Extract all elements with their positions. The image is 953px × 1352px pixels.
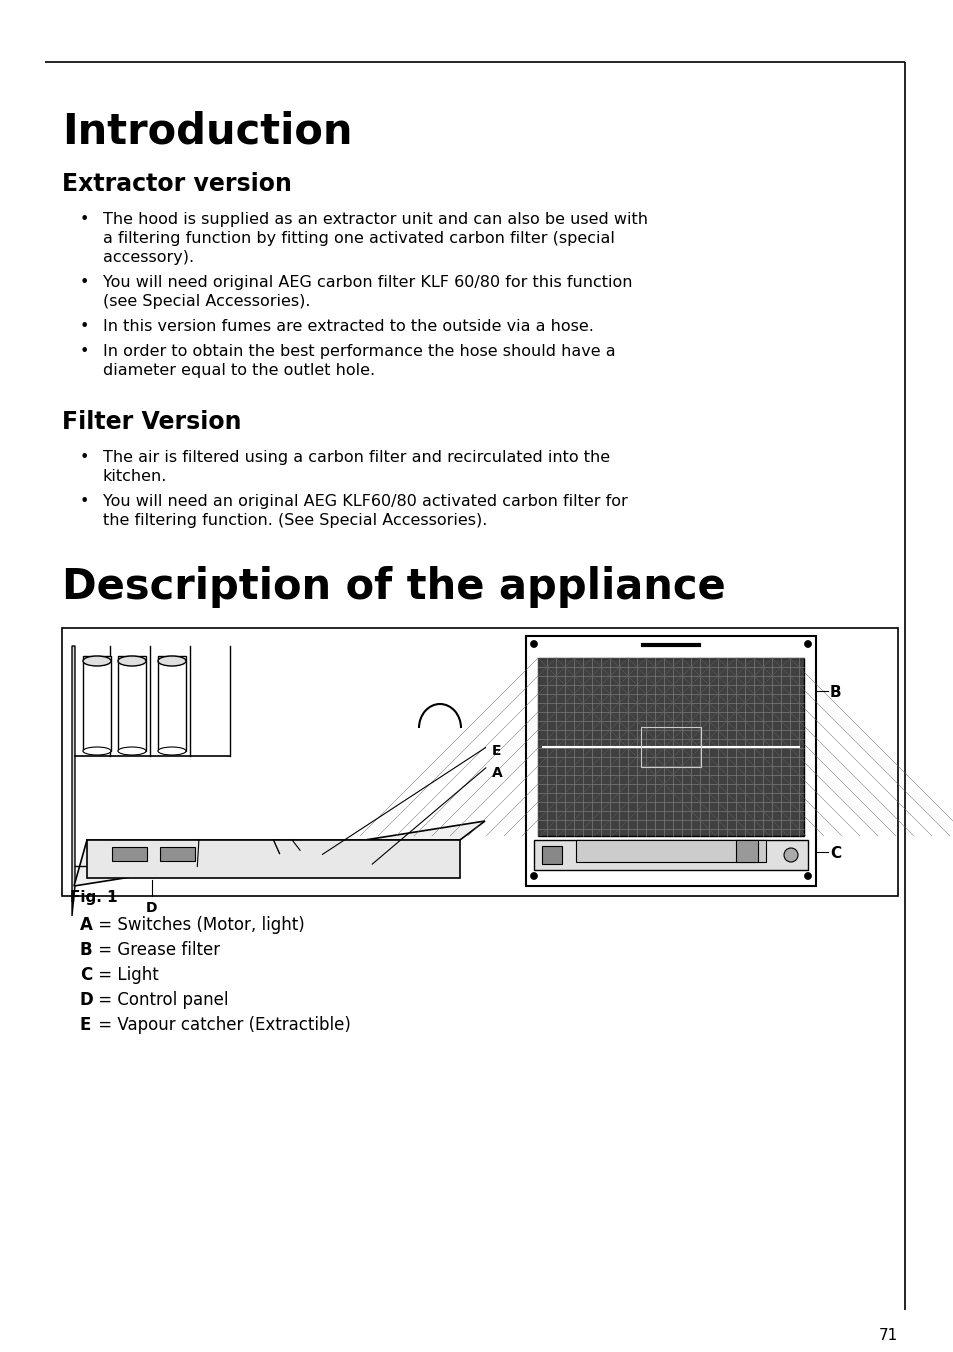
Text: •: • (80, 212, 90, 227)
Bar (160, 846, 194, 861)
Text: D: D (80, 991, 93, 1009)
Text: D: D (146, 900, 157, 915)
Text: B: B (80, 941, 92, 959)
Text: The air is filtered using a carbon filter and recirculated into the: The air is filtered using a carbon filte… (103, 450, 610, 465)
Text: •: • (80, 274, 90, 289)
Polygon shape (74, 821, 484, 886)
Text: = Grease filter: = Grease filter (92, 941, 220, 959)
Text: (see Special Accessories).: (see Special Accessories). (103, 293, 310, 310)
Bar (112, 846, 147, 861)
Bar (640, 727, 700, 767)
Ellipse shape (83, 748, 111, 754)
Bar (576, 840, 765, 863)
Text: C: C (829, 846, 841, 861)
Text: Fig. 1: Fig. 1 (70, 890, 117, 904)
Bar (158, 656, 186, 750)
Text: In order to obtain the best performance the hose should have a: In order to obtain the best performance … (103, 343, 615, 360)
Text: •: • (80, 343, 90, 360)
Ellipse shape (158, 656, 186, 667)
Circle shape (530, 872, 537, 880)
Text: A: A (492, 767, 502, 780)
Circle shape (803, 641, 811, 648)
Text: C: C (80, 965, 92, 984)
Text: •: • (80, 450, 90, 465)
Text: A: A (80, 917, 92, 934)
Bar (83, 656, 111, 750)
Text: You will need an original AEG KLF60/80 activated carbon filter for: You will need an original AEG KLF60/80 a… (103, 493, 627, 508)
Text: B: B (829, 685, 841, 700)
Text: = Control panel: = Control panel (92, 991, 229, 1009)
Ellipse shape (118, 656, 146, 667)
Text: E: E (80, 1015, 91, 1034)
Text: Introduction: Introduction (62, 110, 352, 151)
Text: E: E (492, 744, 501, 758)
Text: •: • (80, 319, 90, 334)
Circle shape (783, 848, 797, 863)
Ellipse shape (158, 748, 186, 754)
Circle shape (803, 872, 811, 880)
Text: You will need original AEG carbon filter KLF 60/80 for this function: You will need original AEG carbon filter… (103, 274, 632, 289)
Bar (525, 635, 815, 886)
Text: a filtering function by fitting one activated carbon filter (special: a filtering function by fitting one acti… (103, 231, 615, 246)
Text: = Light: = Light (92, 965, 158, 984)
Text: the filtering function. (See Special Accessories).: the filtering function. (See Special Acc… (103, 512, 487, 529)
Bar (118, 656, 146, 750)
Circle shape (530, 641, 537, 648)
Bar (537, 658, 803, 836)
Text: The hood is supplied as an extractor unit and can also be used with: The hood is supplied as an extractor uni… (103, 212, 647, 227)
Text: accessory).: accessory). (103, 250, 193, 265)
Bar (541, 846, 561, 864)
Bar (534, 840, 807, 869)
Text: kitchen.: kitchen. (103, 469, 167, 484)
Text: = Vapour catcher (Extractible): = Vapour catcher (Extractible) (92, 1015, 351, 1034)
Text: Description of the appliance: Description of the appliance (62, 566, 725, 608)
Text: 71: 71 (878, 1328, 897, 1343)
Bar (62, 627, 897, 896)
Text: Filter Version: Filter Version (62, 410, 241, 434)
Polygon shape (87, 840, 459, 877)
Text: •: • (80, 493, 90, 508)
Ellipse shape (83, 656, 111, 667)
Bar (735, 840, 758, 863)
Text: In this version fumes are extracted to the outside via a hose.: In this version fumes are extracted to t… (103, 319, 594, 334)
Text: Extractor version: Extractor version (62, 172, 292, 196)
Text: = Switches (Motor, light): = Switches (Motor, light) (92, 917, 304, 934)
Polygon shape (71, 646, 75, 917)
Ellipse shape (118, 748, 146, 754)
Text: diameter equal to the outlet hole.: diameter equal to the outlet hole. (103, 362, 375, 379)
